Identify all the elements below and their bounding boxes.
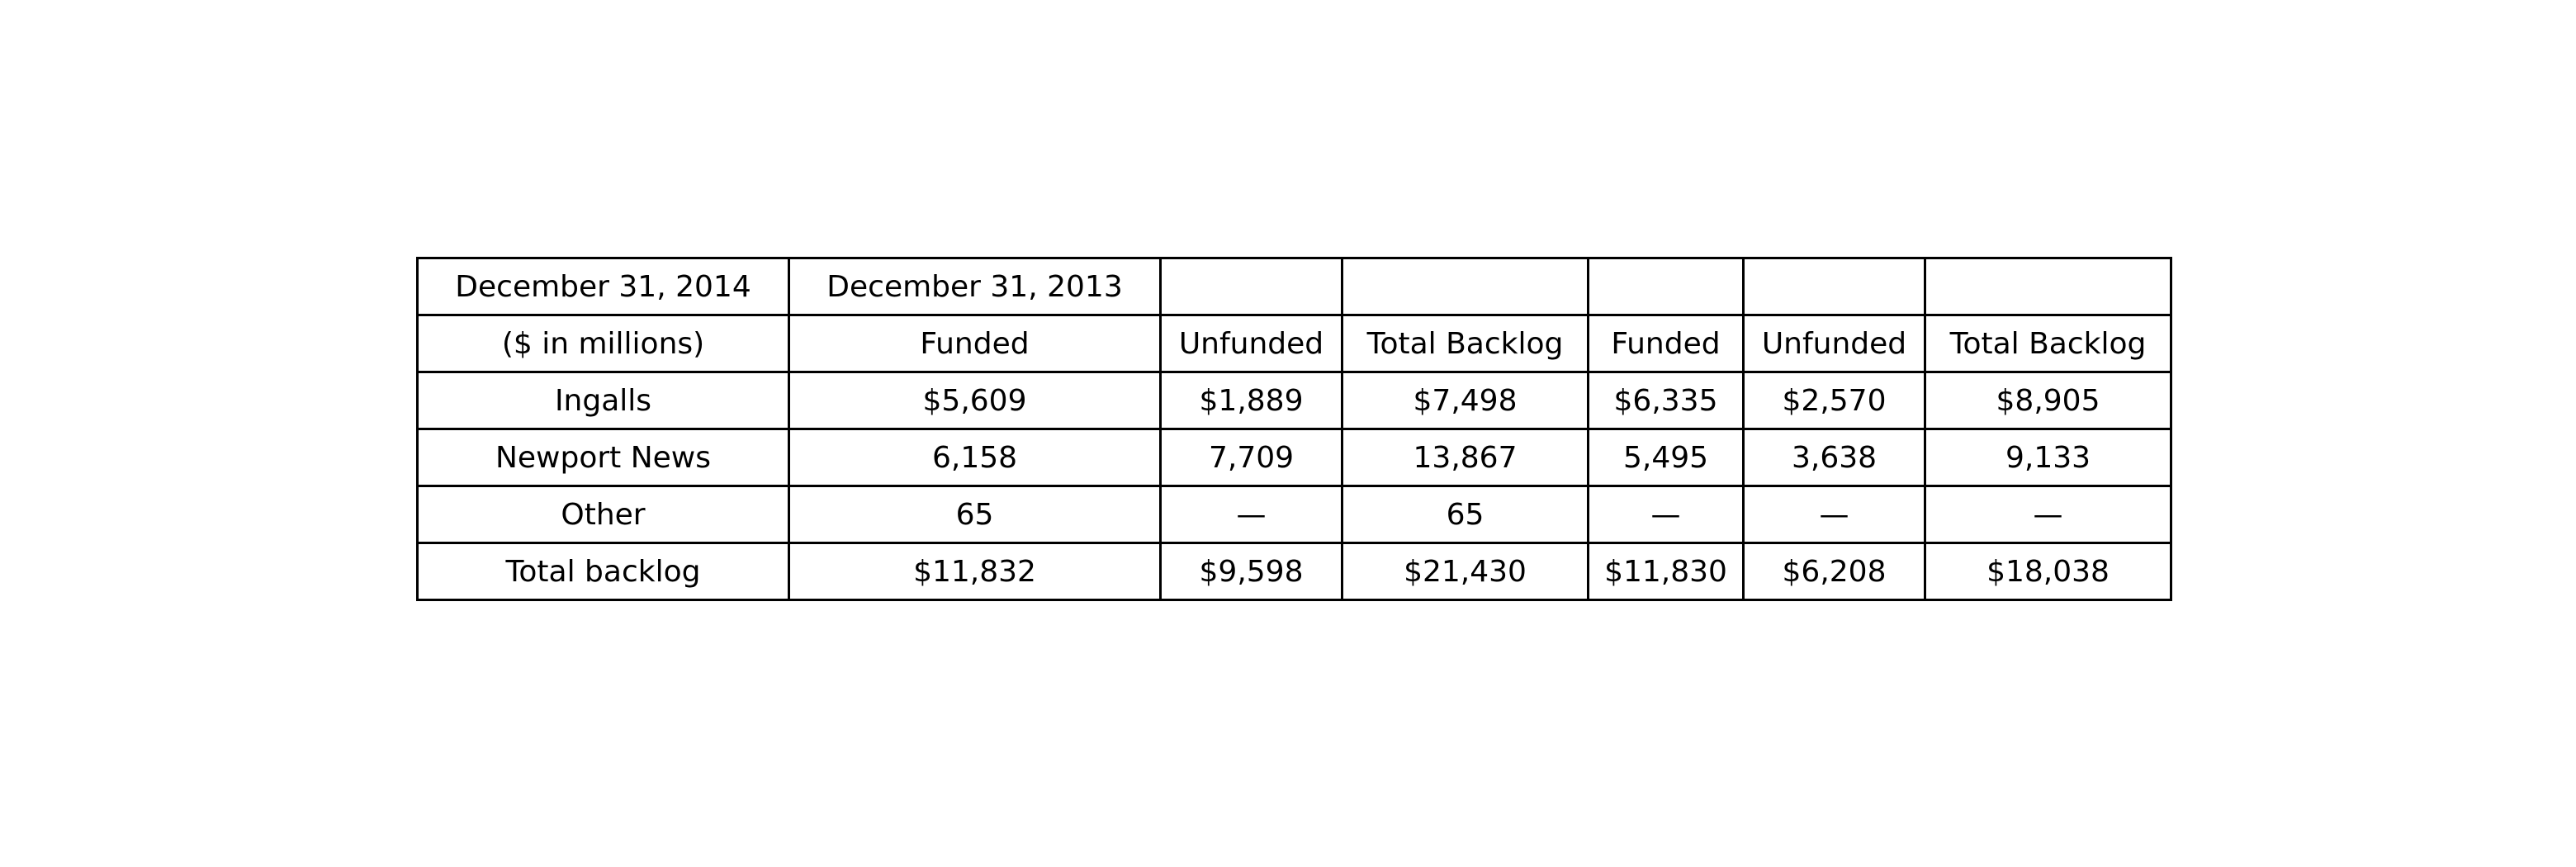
table-cell: Funded xyxy=(788,314,1162,373)
table-row: December 31, 2014 December 31, 2013 xyxy=(416,257,2172,316)
table-cell: Unfunded xyxy=(1159,314,1343,373)
table-cell xyxy=(1742,257,1926,316)
table-cell: December 31, 2014 xyxy=(416,257,790,316)
table-cell: 6,158 xyxy=(788,428,1162,487)
table-row: Newport News 6,158 7,709 13,867 5,495 3,638 9,… xyxy=(416,428,2172,487)
table-cell: $6,208 xyxy=(1742,542,1926,601)
table-cell: $6,335 xyxy=(1587,371,1745,430)
table-cell: ($ in millions) xyxy=(416,314,790,373)
table-row: Ingalls $5,609 $1,889 $7,498 $6,335 $2,570 $8,… xyxy=(416,371,2172,430)
table-cell: — xyxy=(1587,485,1745,544)
table-cell: — xyxy=(1159,485,1343,544)
table-cell xyxy=(1159,257,1343,316)
table-cell: — xyxy=(1742,485,1926,544)
table-cell: Newport News xyxy=(416,428,790,487)
table-cell: $18,038 xyxy=(1924,542,2172,601)
table-cell: Total Backlog xyxy=(1924,314,2172,373)
table-cell xyxy=(1341,257,1589,316)
table-cell: 9,133 xyxy=(1924,428,2172,487)
table-cell: Total Backlog xyxy=(1341,314,1589,373)
table-cell: December 31, 2013 xyxy=(788,257,1162,316)
table-cell xyxy=(1587,257,1745,316)
table-cell: 65 xyxy=(1341,485,1589,544)
table-cell: — xyxy=(1924,485,2172,544)
table-cell: $21,430 xyxy=(1341,542,1589,601)
table-row: Total backlog $11,832 $9,598 $21,430 $11,830… xyxy=(416,542,2172,601)
table-cell: $9,598 xyxy=(1159,542,1343,601)
table-cell xyxy=(1924,257,2172,316)
table-cell: Total backlog xyxy=(416,542,790,601)
table-cell: $7,498 xyxy=(1341,371,1589,430)
table-cell: $11,832 xyxy=(788,542,1162,601)
table-cell: $11,830 xyxy=(1587,542,1745,601)
table-cell: Ingalls xyxy=(416,371,790,430)
table-cell: $2,570 xyxy=(1742,371,1926,430)
table-cell: $1,889 xyxy=(1159,371,1343,430)
table-cell: 7,709 xyxy=(1159,428,1343,487)
backlog-table: December 31, 2014 December 31, 2013 ($ in … xyxy=(416,257,2172,601)
table-body: December 31, 2014 December 31, 2013 ($ in … xyxy=(416,257,2172,601)
table-cell: 13,867 xyxy=(1341,428,1589,487)
table-row: ($ in millions) Funded Unfunded Total Backl… xyxy=(416,314,2172,373)
table-cell: 3,638 xyxy=(1742,428,1926,487)
table-cell: Other xyxy=(416,485,790,544)
table-cell: Unfunded xyxy=(1742,314,1926,373)
table-cell: 65 xyxy=(788,485,1162,544)
table-cell: $8,905 xyxy=(1924,371,2172,430)
table-row: Other 65—65— — — xyxy=(416,485,2172,544)
table-cell: $5,609 xyxy=(788,371,1162,430)
table-cell: 5,495 xyxy=(1587,428,1745,487)
table-cell: Funded xyxy=(1587,314,1745,373)
